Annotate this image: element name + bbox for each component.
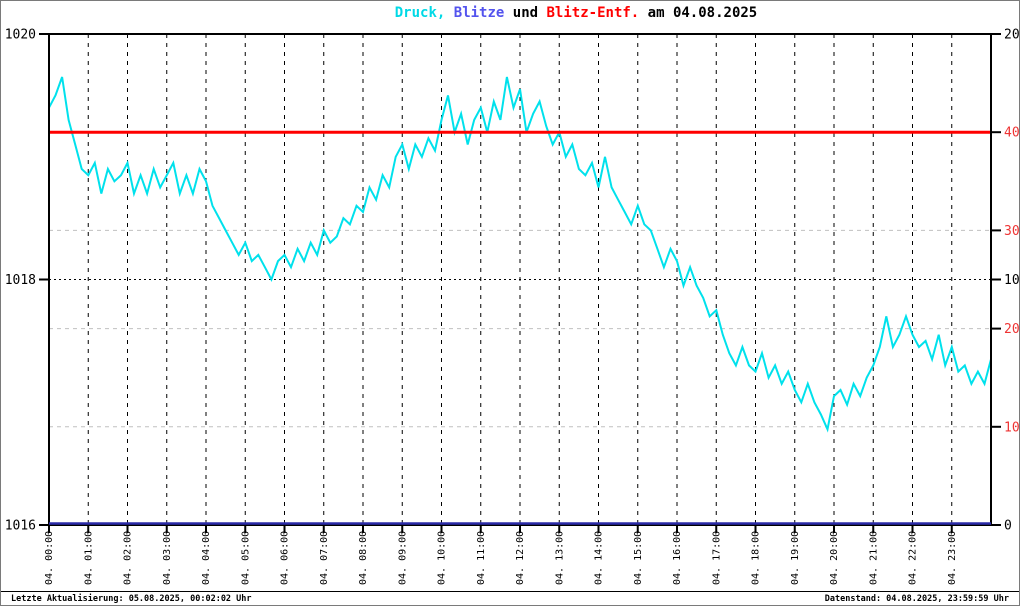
x-tick-label: 04. 23:00 (947, 531, 958, 585)
x-tick-label: 04. 11:00 (476, 531, 487, 585)
y-right-red-tick-label: 40 (1004, 126, 1020, 141)
y-right-black-tick-label: 10 (1004, 273, 1020, 288)
x-tick-label: 04. 01:00 (83, 531, 94, 585)
footer-last-update: Letzte Aktualisierung: 05.08.2025, 00:02… (11, 593, 252, 604)
chart-title: Druck, Blitze und Blitz-Entf. am 04.08.2… (395, 5, 757, 21)
x-tick-label: 04. 12:00 (515, 531, 526, 585)
x-tick-label: 04. 15:00 (633, 531, 644, 585)
x-tick-label: 04. 00:00 (44, 531, 55, 585)
x-tick-label: 04. 10:00 (437, 531, 448, 585)
x-tick-label: 04. 02:00 (123, 531, 134, 585)
title-segment-3: Blitz-Entf. (546, 5, 640, 21)
y-right-black-tick-label: 0 (1004, 519, 1012, 534)
y-left-tick-label: 1018 (5, 273, 36, 288)
y-right-red-tick-label: 10 (1004, 420, 1020, 435)
x-tick-label: 04. 19:00 (790, 531, 801, 585)
x-tick-label: 04. 18:00 (751, 531, 762, 585)
y-left-tick-label: 1020 (5, 28, 36, 43)
pressure-line (48, 76, 992, 433)
x-tick-label: 04. 16:00 (672, 531, 683, 585)
x-tick-label: 04. 22:00 (908, 531, 919, 585)
x-tick-label: 04. 17:00 (711, 531, 722, 585)
y-right-black-tick-label: 20 (1004, 28, 1020, 43)
x-tick-label: 04. 21:00 (868, 531, 879, 585)
title-segment-0: Druck, (394, 5, 446, 21)
title-segment-4: am 04.08.2025 (639, 5, 758, 21)
x-tick-label: 04. 13:00 (554, 531, 565, 585)
x-tick-label: 04. 09:00 (397, 531, 408, 585)
y-right-red-tick-label: 20 (1004, 322, 1020, 337)
y-right-red-tick-label: 30 (1004, 224, 1020, 239)
x-tick-label: 04. 14:00 (594, 531, 605, 585)
title-segment-1: Blitze (445, 5, 505, 21)
x-tick-label: 04. 08:00 (358, 531, 369, 585)
x-tick-label: 04. 06:00 (280, 531, 291, 585)
y-left-tick-label: 1016 (5, 519, 36, 534)
x-tick-label: 04. 20:00 (829, 531, 840, 585)
x-tick-label: 04. 04:00 (201, 531, 212, 585)
x-tick-label: 04. 05:00 (240, 531, 251, 585)
footer-bar: Letzte Aktualisierung: 05.08.2025, 00:02… (1, 591, 1019, 605)
x-tick-label: 04. 07:00 (319, 531, 330, 585)
title-segment-2: und (504, 5, 547, 21)
x-tick-label: 04. 03:00 (162, 531, 173, 585)
footer-data-state: Datenstand: 04.08.2025, 23:59:59 Uhr (824, 593, 1009, 604)
